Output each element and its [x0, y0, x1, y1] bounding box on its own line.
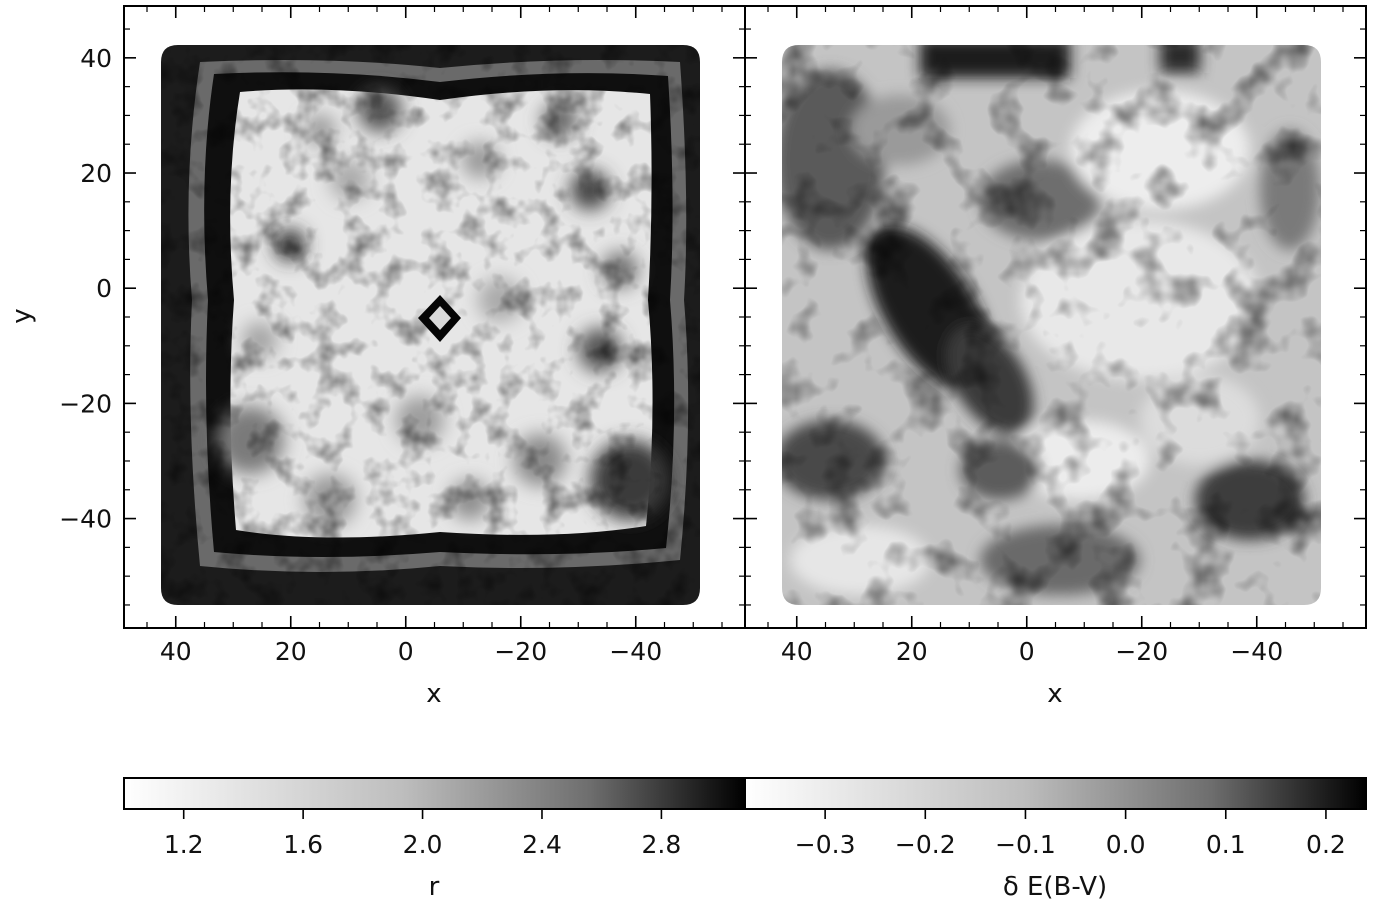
left-map-center-diamond-core: [429, 306, 451, 330]
x-tick-label: −40: [609, 637, 662, 666]
colorbar-tick-label: −0.1: [995, 830, 1056, 859]
colorbar-tick-label: 0.0: [1106, 830, 1146, 859]
left-colorbar: 1.2 1.6 2.0 2.4 2.8 r: [123, 777, 746, 902]
y-tick-label: 20: [80, 159, 112, 188]
x-tick-label: 20: [896, 637, 928, 666]
colorbar-tick-label: 2.4: [522, 830, 562, 859]
right-colorbar-gradient: [744, 777, 1367, 810]
x-tick-label: −20: [494, 637, 547, 666]
colorbar-tick-label: −0.2: [895, 830, 956, 859]
x-tick-label: 20: [275, 637, 307, 666]
right-map: [782, 45, 1321, 605]
colorbar-tick-label: 2.0: [403, 830, 443, 859]
right-tick-labels: 40 20 0 −20 −40: [781, 637, 1283, 666]
y-tick-label: −20: [59, 389, 112, 418]
colorbar-tick-label: 1.2: [164, 830, 204, 859]
y-tick-label: −40: [59, 505, 112, 534]
colorbar-tick-label: 0.1: [1206, 830, 1246, 859]
right-panel: 40 20 0 −20 −40 x: [744, 5, 1367, 709]
y-tick-label: 40: [80, 44, 112, 73]
left-panel: 40 20 0 −20 −40 40 20 0 −20 −40 x y: [7, 5, 746, 709]
y-tick-label: 0: [96, 274, 112, 303]
x-tick-label: −40: [1230, 637, 1283, 666]
colorbar-tick-label: −0.3: [795, 830, 856, 859]
colorbar-tick-label: 2.8: [642, 830, 682, 859]
colorbar-tick-label: 1.6: [283, 830, 323, 859]
left-x-axis-label: x: [426, 679, 441, 709]
right-x-axis-label: x: [1047, 679, 1062, 709]
right-map-grain: [782, 45, 1321, 605]
x-tick-label: 40: [160, 637, 192, 666]
x-tick-label: 0: [1019, 637, 1035, 666]
x-tick-label: 40: [781, 637, 813, 666]
left-ticks: [124, 6, 745, 628]
left-map: [161, 45, 700, 605]
left-colorbar-label: r: [429, 872, 440, 902]
right-colorbar-label: δ E(B-V): [1003, 872, 1107, 902]
left-colorbar-gradient: [123, 777, 746, 810]
right-ticks: [745, 6, 1366, 628]
right-colorbar-ticks: −0.3 −0.2 −0.1 0.0 0.1 0.2: [795, 809, 1346, 859]
left-y-axis-label: y: [7, 308, 37, 323]
left-colorbar-ticks: 1.2 1.6 2.0 2.4 2.8: [164, 809, 681, 859]
right-colorbar: −0.3 −0.2 −0.1 0.0 0.1 0.2 δ E(B-V): [744, 777, 1367, 902]
left-tick-labels: 40 20 0 −20 −40 40 20 0 −20 −40: [59, 44, 662, 666]
colorbar-tick-label: 0.2: [1306, 830, 1346, 859]
x-tick-label: 0: [398, 637, 414, 666]
x-tick-label: −20: [1115, 637, 1168, 666]
